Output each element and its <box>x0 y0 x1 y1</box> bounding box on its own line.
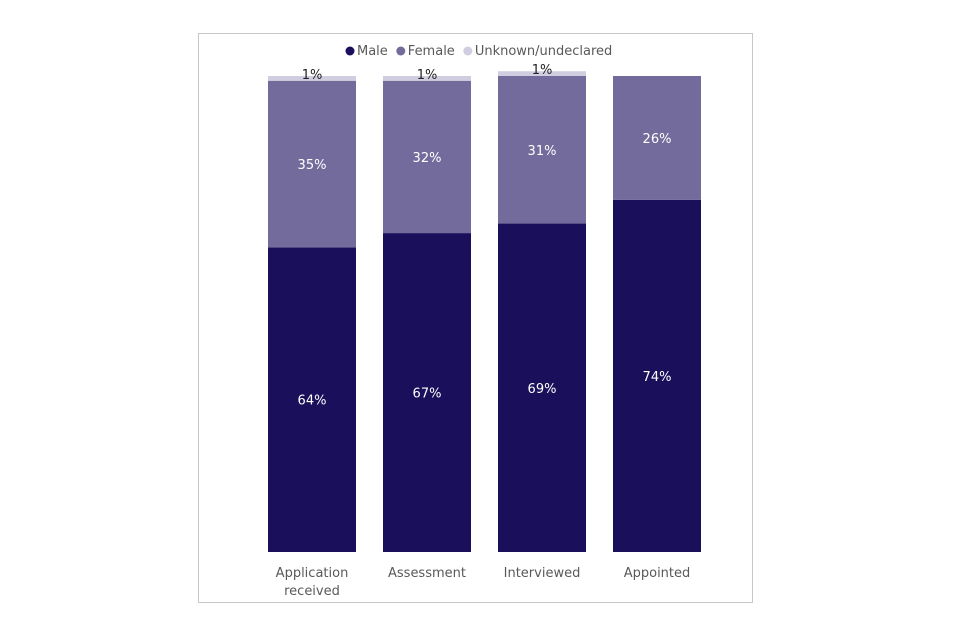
bar-female-application-received <box>268 80 356 248</box>
data-label-male-assessment: 67% <box>413 387 442 402</box>
data-label-female-appointed: 26% <box>643 132 672 147</box>
legend-marker-male <box>345 46 355 56</box>
legend-marker-unknown-undeclared <box>463 46 473 56</box>
bar-female-appointed <box>613 76 701 200</box>
legend-label-unknown-undeclared: Unknown/undeclared <box>475 44 613 59</box>
data-label-female-interviewed: 31% <box>528 144 557 159</box>
legend-label-male: Male <box>357 44 388 59</box>
data-label-unknown-undeclared-application-received: 1% <box>302 68 323 83</box>
bar-male-application-received <box>268 247 356 553</box>
data-label-male-application-received: 64% <box>298 394 327 409</box>
x-tick-label-interviewed: Interviewed <box>504 566 581 581</box>
data-label-unknown-undeclared-interviewed: 1% <box>532 63 553 78</box>
x-tick-label-application-received: Application received <box>276 566 349 599</box>
bar-unknown-undeclared-assessment <box>383 76 471 81</box>
bar-female-interviewed <box>498 76 586 224</box>
legend-label-female: Female <box>408 44 455 59</box>
data-label-female-assessment: 32% <box>413 151 442 166</box>
data-label-unknown-undeclared-assessment: 1% <box>417 68 438 83</box>
data-label-female-application-received: 35% <box>298 158 327 173</box>
bar-male-appointed <box>613 199 701 552</box>
legend-marker-female <box>396 46 406 56</box>
bar-female-assessment <box>383 80 471 234</box>
x-tick-label-appointed: Appointed <box>624 566 691 581</box>
bar-unknown-undeclared-application-received <box>268 76 356 81</box>
bar-male-assessment <box>383 233 471 552</box>
bar-unknown-undeclared-interviewed <box>498 71 586 76</box>
bar-male-interviewed <box>498 223 586 552</box>
x-tick-label-assessment: Assessment <box>388 566 466 581</box>
data-label-male-appointed: 74% <box>643 370 672 385</box>
data-label-male-interviewed: 69% <box>528 382 557 397</box>
